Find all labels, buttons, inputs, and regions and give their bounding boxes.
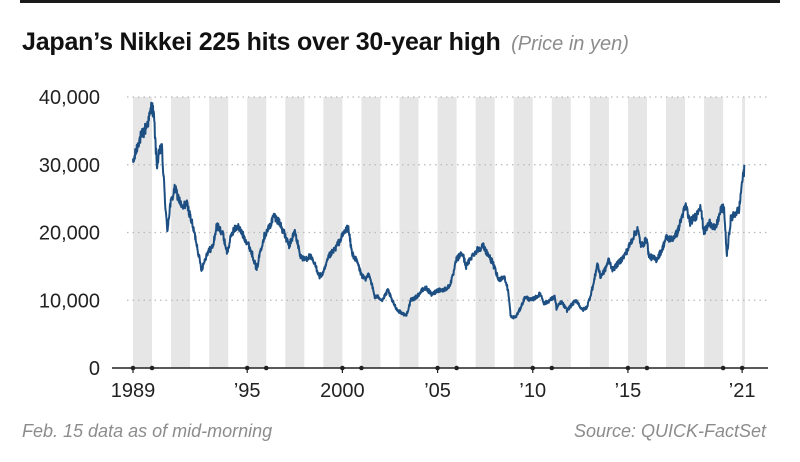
y-tick-label: 30,000 xyxy=(39,155,100,177)
chart-title: Japan’s Nikkei 225 hits over 30-year hig… xyxy=(22,28,501,56)
x-tick-label: 1989 xyxy=(111,380,156,402)
year-dot xyxy=(720,365,726,371)
year-dot xyxy=(244,365,250,371)
year-dot xyxy=(149,365,155,371)
y-tick-label: 0 xyxy=(89,358,100,380)
x-tick-label: 2000 xyxy=(320,380,365,402)
footer-note: Feb. 15 data as of mid-morning xyxy=(22,421,273,441)
year-dot xyxy=(739,365,745,371)
series-group xyxy=(132,101,746,320)
year-band xyxy=(133,97,153,368)
x-tick-label: ’95 xyxy=(234,380,261,402)
footer-source: Source: QUICK-FactSet xyxy=(573,421,766,441)
year-dot xyxy=(625,365,631,371)
x-tick-label: ’21 xyxy=(729,380,756,402)
year-dot xyxy=(340,365,345,371)
x-axis: 1989 ’95 2000 ’05 ’10 ’15 ’21 xyxy=(111,365,768,402)
year-dot xyxy=(454,365,459,371)
year-dot xyxy=(130,365,136,371)
year-band xyxy=(171,97,191,368)
year-band xyxy=(323,97,343,368)
year-dot xyxy=(549,365,555,371)
year-bands xyxy=(133,97,745,368)
chart-subtitle: (Price in yen) xyxy=(511,33,629,55)
x-tick-label: ’05 xyxy=(424,380,451,402)
year-band xyxy=(247,97,267,368)
year-band xyxy=(209,97,229,368)
y-tick-label: 10,000 xyxy=(39,290,100,312)
x-tick-label: ’10 xyxy=(519,380,546,402)
year-dot xyxy=(263,365,269,371)
year-dot xyxy=(530,365,536,371)
series-line-nikkei xyxy=(132,101,746,320)
y-tick-label: 20,000 xyxy=(39,223,100,245)
gridlines xyxy=(127,96,768,301)
year-dot xyxy=(435,365,440,371)
y-tick-label: 40,000 xyxy=(39,87,100,109)
year-dot xyxy=(644,365,650,371)
top-rule xyxy=(20,0,780,3)
year-band xyxy=(627,97,647,368)
year-band xyxy=(704,97,724,368)
year-dot xyxy=(359,365,364,371)
y-axis-labels: 0 10,000 20,000 30,000 40,000 xyxy=(39,87,100,380)
x-tick-label: ’15 xyxy=(615,380,642,402)
chart-header: Japan’s Nikkei 225 hits over 30-year hig… xyxy=(22,28,629,57)
